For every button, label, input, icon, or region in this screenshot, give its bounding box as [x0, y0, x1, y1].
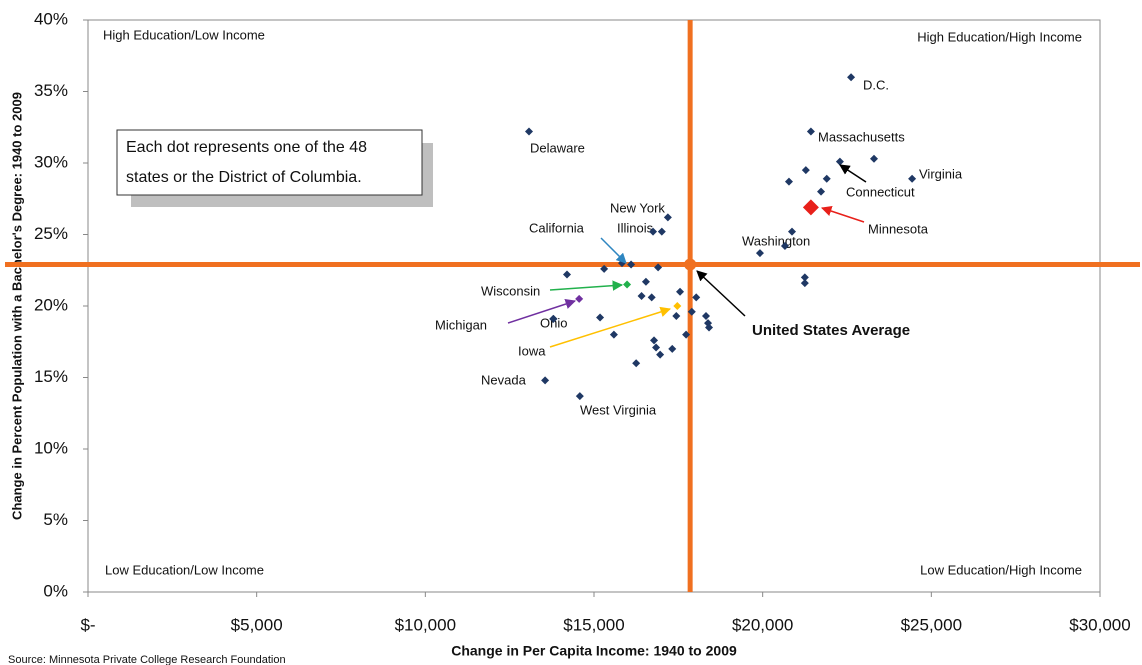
y-tick-label: 30% — [34, 152, 68, 171]
arrow — [600, 237, 627, 264]
point — [908, 174, 917, 183]
arrow — [549, 306, 672, 348]
point-label: West Virginia — [580, 402, 657, 417]
point — [652, 343, 661, 352]
point — [575, 392, 584, 401]
point — [600, 264, 609, 273]
point-label: D.C. — [863, 77, 889, 92]
point-label: Iowa — [518, 343, 546, 358]
note-text: Each dot represents one of the 48 — [126, 139, 367, 156]
arrow — [549, 280, 624, 291]
point — [673, 302, 682, 310]
point-label: Connecticut — [846, 184, 915, 199]
point-label: Michigan — [435, 317, 487, 332]
point — [632, 359, 641, 368]
x-tick-label: $20,000 — [732, 615, 793, 634]
point — [692, 293, 701, 302]
point — [575, 294, 584, 303]
y-tick-label: 0% — [43, 581, 68, 600]
point — [641, 277, 650, 286]
point — [755, 249, 764, 258]
point-label: Delaware — [530, 140, 585, 155]
point — [657, 227, 666, 236]
point — [869, 154, 878, 163]
point — [647, 293, 656, 302]
point — [800, 279, 809, 288]
point-label: New York — [610, 200, 665, 215]
point — [627, 260, 636, 269]
point — [676, 287, 685, 296]
source: Source: Minnesota Private College Resear… — [8, 654, 286, 665]
point-label: Virginia — [919, 166, 963, 181]
point — [663, 213, 672, 222]
point-label: Minnesota — [868, 221, 929, 236]
point — [682, 330, 691, 339]
y-tick-label: 20% — [34, 295, 68, 314]
point — [609, 330, 618, 339]
point-label: Ohio — [540, 315, 567, 330]
quadrant-label: Low Education/Low Income — [105, 562, 264, 577]
quadrant-label: High Education/Low Income — [103, 27, 265, 42]
arrow — [821, 206, 865, 223]
point — [549, 314, 558, 323]
point — [801, 166, 810, 175]
point-label: Wisconsin — [481, 283, 540, 298]
point-label: Massachusetts — [818, 129, 905, 144]
point — [847, 73, 856, 82]
y-tick-label: 25% — [34, 224, 68, 243]
y-tick-label: 5% — [43, 510, 68, 529]
point-label: Washington — [742, 233, 810, 248]
point — [623, 280, 632, 289]
point — [800, 273, 809, 282]
point — [524, 127, 533, 136]
y-tick-label: 15% — [34, 367, 68, 386]
point — [541, 376, 550, 385]
x-tick-label: $5,000 — [231, 615, 283, 634]
point — [563, 270, 572, 279]
point-label: Illinois — [617, 220, 654, 235]
x-axis-label: Change in Per Capita Income: 1940 to 200… — [451, 643, 737, 659]
x-tick-label: $25,000 — [901, 615, 962, 634]
quadrant-label: Low Education/High Income — [920, 562, 1082, 577]
point — [649, 227, 658, 236]
point-label: California — [529, 220, 585, 235]
plot-area — [87, 19, 1101, 593]
point — [701, 312, 710, 321]
y-axis-label: Change in Percent Population with a Bach… — [9, 92, 24, 520]
point — [672, 312, 681, 321]
point — [705, 323, 714, 332]
x-tick-label: $15,000 — [563, 615, 624, 634]
note-box — [116, 129, 423, 196]
x-tick-label: $- — [80, 615, 95, 634]
point — [637, 291, 646, 300]
y-tick-label: 35% — [34, 81, 68, 100]
point — [668, 344, 677, 353]
point — [687, 307, 696, 316]
point — [817, 187, 826, 196]
point — [822, 174, 831, 183]
point — [650, 336, 659, 345]
y-tick-label: 10% — [34, 438, 68, 457]
point — [802, 199, 819, 216]
point — [806, 127, 815, 136]
note-text: states or the District of Columbia. — [126, 169, 362, 186]
x-tick-label: $30,000 — [1069, 615, 1130, 634]
average-point — [684, 258, 697, 271]
arrow — [696, 270, 746, 317]
y-tick-label: 40% — [34, 9, 68, 28]
point — [788, 227, 797, 236]
point — [654, 263, 663, 272]
point-label: Nevada — [481, 372, 527, 387]
point — [596, 313, 605, 322]
arrow — [507, 298, 576, 324]
arrow — [839, 164, 867, 183]
point — [784, 177, 793, 186]
point — [780, 241, 789, 250]
quadrant-label: High Education/High Income — [917, 29, 1082, 44]
x-tick-label: $10,000 — [395, 615, 456, 634]
point — [656, 350, 665, 359]
average-label: United States Average — [752, 322, 910, 339]
point — [835, 157, 844, 166]
